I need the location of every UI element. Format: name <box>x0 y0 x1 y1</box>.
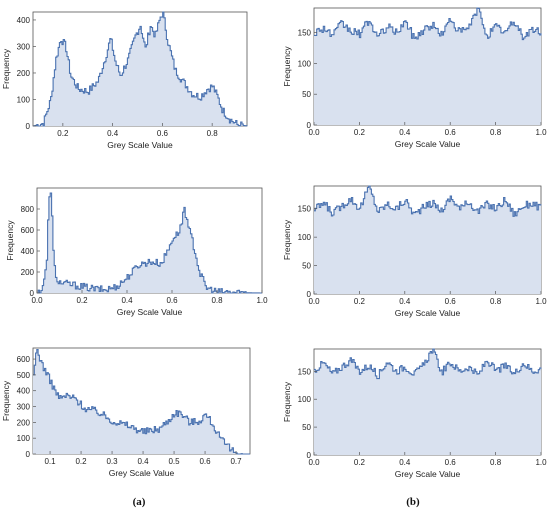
x-tick-label: 0.2 <box>76 296 88 305</box>
series-line <box>33 349 250 455</box>
y-tick-label: 300 <box>17 403 31 412</box>
x-tick-label: 0.3 <box>106 457 118 466</box>
x-tick-label: 0.2 <box>354 128 366 137</box>
series-line <box>314 185 542 217</box>
chart-b2: 0.0 0.2 0.4 0.6 0.8 1.0 0 50 100 150 Grey Scale Va… <box>282 185 547 318</box>
chart-b1: 0.0 0.2 0.4 0.6 0.8 1.0 0 50 100 150 Grey Scale Va… <box>282 7 547 149</box>
x-tick-label: 0.4 <box>399 458 411 467</box>
x-tick-label: 0.2 <box>75 457 87 466</box>
chart-a2: 0.0 0.2 0.4 0.6 0.8 1.0 0 200 400 600 800 Grey Scal… <box>5 187 268 317</box>
x-axis-label: Grey Scale Value <box>109 468 175 478</box>
x-tick-label: 0.8 <box>490 297 502 306</box>
y-tick-label: 200 <box>21 268 35 277</box>
chart-a1: 0.2 0.4 0.6 0.8 0 100 200 300 400 Grey Scale Valu… <box>1 11 248 150</box>
y-tick-label: 0 <box>26 122 31 131</box>
y-tick-label: 0 <box>307 451 312 460</box>
x-tick-label: 0.0 <box>308 128 320 137</box>
y-axis-label: Frequency <box>1 380 11 421</box>
y-tick-label: 500 <box>17 371 31 380</box>
y-tick-label: 600 <box>21 226 35 235</box>
y-axis-label: Frequency <box>1 48 11 89</box>
series-line <box>37 192 262 294</box>
x-axis-label: Grey Scale Value <box>395 139 461 149</box>
series-area <box>314 8 541 125</box>
x-tick-label: 0.0 <box>308 458 320 467</box>
series-line <box>33 11 248 127</box>
x-tick-label: 1.0 <box>535 458 547 467</box>
x-tick-label: 0.4 <box>137 457 149 466</box>
x-tick-label: 0.6 <box>445 128 457 137</box>
x-tick-label: 0.4 <box>399 297 411 306</box>
x-tick-label: 1.0 <box>256 296 268 305</box>
x-tick-label: 1.0 <box>535 128 547 137</box>
y-tick-label: 100 <box>298 395 312 404</box>
chart-a3: 0.1 0.2 0.3 0.4 0.5 0.6 0.7 0 100 200 300 400 500 600… <box>1 347 251 478</box>
x-tick-label: 0.1 <box>44 457 56 466</box>
y-tick-label: 50 <box>302 423 311 432</box>
x-axis-label: Grey Scale Value <box>107 140 173 150</box>
x-tick-label: 0.2 <box>354 297 366 306</box>
y-tick-label: 400 <box>21 247 35 256</box>
y-tick-label: 300 <box>17 42 31 51</box>
x-tick-label: 0.4 <box>121 296 133 305</box>
x-tick-label: 0.6 <box>445 458 457 467</box>
x-tick-label: 0.0 <box>31 296 43 305</box>
series-line <box>314 7 542 41</box>
charts-layer: 0.2 0.4 0.6 0.8 0 100 200 300 400 Grey Scale Valu… <box>1 7 547 479</box>
y-axis-label: Frequency <box>282 381 292 422</box>
y-tick-label: 0 <box>30 289 35 298</box>
panel-label-a: (a) <box>133 496 146 508</box>
x-tick-label: 0.7 <box>230 457 242 466</box>
x-tick-label: 0.6 <box>166 296 178 305</box>
x-axis-label: Grey Scale Value <box>117 307 183 317</box>
y-tick-label: 400 <box>17 16 31 25</box>
x-tick-label: 0.8 <box>207 129 219 138</box>
chart-b3: 0.0 0.2 0.4 0.6 0.8 1.0 0 50 100 150 Grey Scale Va… <box>282 348 547 479</box>
y-tick-label: 0 <box>26 450 31 459</box>
x-tick-label: 0.0 <box>308 297 320 306</box>
y-tick-label: 50 <box>302 90 311 99</box>
y-tick-label: 100 <box>17 95 31 104</box>
y-axis-label: Frequency <box>282 46 292 87</box>
x-tick-label: 0.8 <box>490 128 502 137</box>
y-tick-label: 150 <box>298 367 312 376</box>
series-area <box>33 12 247 126</box>
y-axis-label: Frequency <box>282 219 292 260</box>
x-tick-label: 0.2 <box>354 458 366 467</box>
x-axis-label: Grey Scale Value <box>395 469 461 479</box>
x-axis-label: Grey Scale Value <box>395 308 461 318</box>
panel-label-b: (b) <box>406 496 420 508</box>
x-tick-label: 0.8 <box>490 458 502 467</box>
y-tick-label: 0 <box>307 290 312 299</box>
x-tick-label: 1.0 <box>535 297 547 306</box>
series-line <box>314 348 542 380</box>
y-tick-label: 600 <box>17 355 31 364</box>
x-tick-label: 0.5 <box>168 457 180 466</box>
x-tick-label: 0.6 <box>199 457 211 466</box>
y-tick-label: 100 <box>298 59 312 68</box>
y-tick-label: 0 <box>307 121 312 130</box>
series-area <box>33 349 250 454</box>
y-tick-label: 50 <box>302 262 311 271</box>
y-tick-label: 150 <box>298 205 312 214</box>
y-tick-label: 400 <box>17 387 31 396</box>
y-tick-label: 200 <box>17 69 31 78</box>
x-tick-label: 0.6 <box>157 129 169 138</box>
y-tick-label: 100 <box>17 434 31 443</box>
y-tick-label: 200 <box>17 418 31 427</box>
series-area <box>314 349 541 455</box>
x-tick-label: 0.4 <box>399 128 411 137</box>
y-axis-label: Frequency <box>5 220 15 261</box>
x-tick-label: 0.2 <box>57 129 69 138</box>
y-tick-label: 800 <box>21 205 35 214</box>
y-tick-label: 150 <box>298 29 312 38</box>
x-tick-label: 0.6 <box>445 297 457 306</box>
y-tick-label: 100 <box>298 233 312 242</box>
x-tick-label: 0.4 <box>107 129 119 138</box>
series-area <box>314 186 541 294</box>
x-tick-label: 0.8 <box>211 296 223 305</box>
